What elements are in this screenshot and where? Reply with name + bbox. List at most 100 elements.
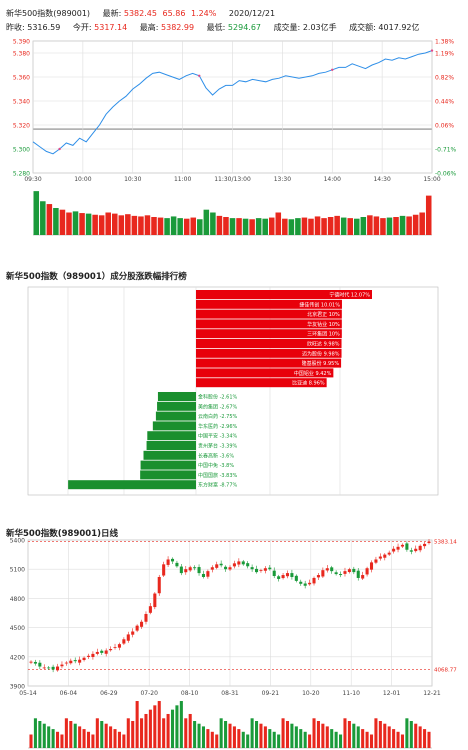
daily-candle-body: [219, 563, 223, 566]
daily-title: 新华500指数(989001)日线: [6, 529, 118, 539]
intraday-volume-bar: [249, 219, 255, 235]
daily-volume-bar: [140, 718, 144, 748]
daily-candle-body: [343, 571, 347, 574]
daily-x-tick: 10-20: [302, 690, 320, 697]
daily-volume-bar: [427, 731, 431, 748]
daily-y-tick: 4800: [10, 596, 25, 603]
daily-candle-body: [232, 563, 236, 567]
daily-candle-body: [73, 660, 77, 662]
intraday-volume-bar: [53, 208, 59, 235]
intraday-volume-bar: [308, 218, 314, 235]
daily-min-label: 4068.77: [434, 668, 457, 674]
intraday-volume-bar: [131, 215, 138, 235]
daily-volume-bar: [392, 729, 396, 748]
daily-volume-bar: [91, 734, 95, 748]
ranking-bar: [196, 329, 342, 339]
intraday-price-line: [32, 50, 433, 155]
daily-volume-bar: [383, 723, 387, 748]
low-value: 5294.67: [227, 23, 262, 32]
daily-volume-bar: [148, 709, 152, 748]
daily-volume-bar: [95, 718, 99, 748]
intraday-y-tick: 5.340: [13, 99, 30, 106]
daily-candle-body: [188, 567, 192, 571]
intraday-x-tick: 10:30: [124, 176, 141, 183]
ranking-bar: [146, 441, 196, 450]
intraday-volume-bar: [334, 215, 340, 235]
intraday-marker-point: [331, 68, 334, 71]
daily-volume-bar: [153, 705, 157, 748]
prev-close-label: 昨收:: [6, 23, 25, 32]
intraday-volume-bar: [210, 212, 216, 235]
intraday-y-tick: 5.360: [13, 75, 30, 82]
ranking-bar: [157, 401, 196, 411]
intraday-volume-bar: [203, 209, 210, 235]
daily-candle-body: [109, 649, 113, 651]
daily-volume-bar: [29, 734, 33, 748]
daily-volume-bar: [64, 718, 68, 748]
daily-candle-body: [241, 561, 245, 565]
intraday-volume-bar: [138, 216, 144, 235]
daily-candle-body: [135, 625, 139, 631]
intraday-x-tick: 15:00: [423, 176, 440, 183]
daily-volume-bar: [361, 729, 365, 748]
daily-candle-body: [224, 566, 228, 570]
low-label: 最低:: [206, 23, 226, 32]
daily-volume-bar: [365, 731, 369, 748]
daily-volume-bar: [82, 729, 86, 748]
daily-volume-bar: [60, 734, 64, 748]
daily-candle-body: [56, 666, 60, 671]
daily-candle-body: [316, 575, 320, 578]
ranking-bar: [147, 431, 196, 441]
daily-candle-body: [418, 545, 422, 551]
daily-volume-bar: [100, 721, 104, 748]
daily-x-tick: 08-10: [181, 690, 199, 697]
daily-volume-bar: [343, 718, 347, 748]
daily-volume-bar: [219, 718, 223, 748]
intraday-volume-bar: [393, 217, 399, 235]
intraday-volume-bar: [412, 214, 419, 235]
intraday-x-tick: 13:30: [274, 176, 291, 183]
daily-volume-bar: [423, 729, 427, 748]
daily-candle-body: [383, 554, 387, 558]
amount-value: 4017.92亿: [378, 23, 420, 32]
daily-volume-bar: [126, 718, 130, 748]
ranking-bar-label: 华友钴业 10%: [307, 321, 340, 328]
daily-volume-bar: [330, 729, 334, 748]
daily-candle-body: [352, 568, 356, 573]
quote-header-row2: 昨收: 5316.59 今开: 5317.14 最高: 5382.99 最低: …: [6, 22, 430, 33]
daily-candle-body: [228, 567, 232, 570]
daily-x-tick: 12-21: [423, 690, 441, 697]
daily-volume-bar: [369, 734, 374, 748]
daily-volume-bar: [86, 731, 91, 748]
daily-candle-body: [126, 634, 130, 641]
intraday-volume-bar: [327, 217, 334, 235]
ranking-bar-label: 北京君正 10%: [307, 311, 340, 318]
daily-volume-bar: [299, 729, 303, 748]
ranking-title: 新华500指数（989001）成分股涨跌幅排行榜: [6, 272, 187, 282]
daily-candle-body: [361, 575, 365, 579]
intraday-volume-bar: [170, 216, 177, 235]
daily-volume-bar: [259, 723, 263, 748]
daily-candle-body: [347, 569, 351, 573]
intraday-volume-bar: [79, 213, 85, 235]
daily-volume-bar: [281, 718, 285, 748]
daily-candle-body: [215, 564, 219, 568]
daily-volume-bar: [47, 726, 51, 748]
daily-candle-body: [396, 546, 400, 550]
intraday-chart: 5.390 1.38% 5.380 1.19% 5.360 0.82% 5.340 0.44%…: [13, 39, 457, 236]
daily-candle-body: [60, 664, 64, 667]
daily-candle-body: [131, 631, 135, 635]
daily-candle-body: [400, 544, 404, 547]
daily-x-tick: 07-20: [140, 690, 158, 697]
daily-volume-bar: [294, 726, 298, 748]
daily-volume-bar: [193, 721, 197, 748]
daily-volume-bar: [144, 713, 148, 748]
daily-candle-body: [303, 583, 307, 586]
daily-candle-body: [378, 556, 382, 559]
latest-value: 5382.45: [123, 9, 157, 18]
daily-volume-bar: [246, 734, 250, 748]
ranking-bar-label: 宁德时代 12.07%: [329, 292, 370, 299]
open-label: 今开:: [72, 23, 92, 32]
daily-candle-body: [369, 562, 374, 570]
